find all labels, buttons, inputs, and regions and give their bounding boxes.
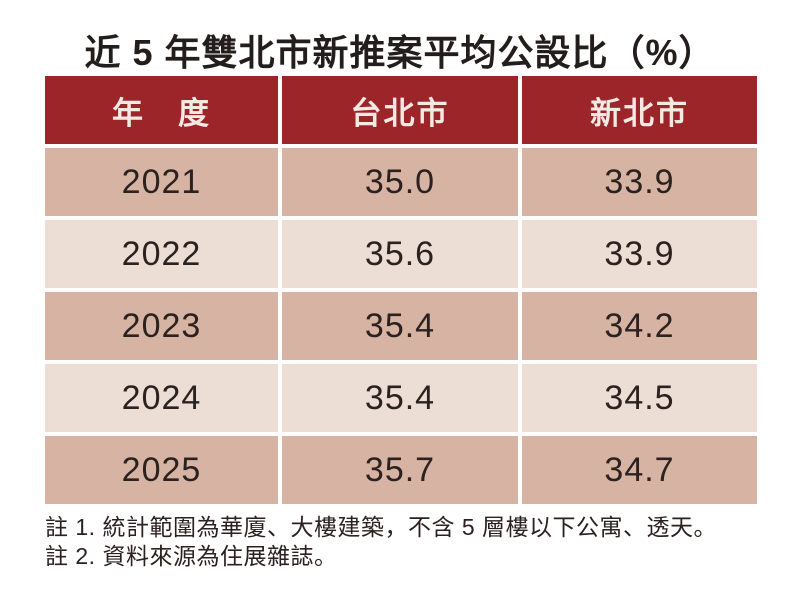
year-cell: 2023 [45, 292, 278, 360]
taipei-value-cell: 35.4 [282, 292, 518, 360]
page-title: 近 5 年雙北市新推案平均公設比（%） [84, 32, 716, 73]
footnote-line-1: 註 1. 統計範圍為華廈、大樓建築，不含 5 層樓以下公寓、透天。 [45, 514, 718, 540]
header-cell-new-taipei: 新北市 [522, 76, 757, 144]
taipei-value-cell: 35.0 [282, 148, 518, 216]
year-cell: 2021 [45, 148, 278, 216]
public-facility-ratio-table: 年 度 台北市 新北市 2021 35.0 33.9 2022 35.6 33.… [45, 76, 757, 504]
year-cell: 2022 [45, 220, 278, 288]
year-cell: 2024 [45, 364, 278, 432]
new-taipei-value-cell: 33.9 [522, 148, 757, 216]
footnotes: 註 1. 統計範圍為華廈、大樓建築，不含 5 層樓以下公寓、透天。 註 2. 資… [45, 513, 775, 571]
taipei-value-cell: 35.7 [282, 436, 518, 504]
header-cell-year: 年 度 [45, 76, 278, 144]
new-taipei-value-cell: 33.9 [522, 220, 757, 288]
header-cell-taipei: 台北市 [282, 76, 518, 144]
new-taipei-value-cell: 34.7 [522, 436, 757, 504]
footnote-line-2: 註 2. 資料來源為住展雜誌。 [45, 543, 338, 569]
taipei-value-cell: 35.6 [282, 220, 518, 288]
year-cell: 2025 [45, 436, 278, 504]
new-taipei-value-cell: 34.5 [522, 364, 757, 432]
new-taipei-value-cell: 34.2 [522, 292, 757, 360]
taipei-value-cell: 35.4 [282, 364, 518, 432]
